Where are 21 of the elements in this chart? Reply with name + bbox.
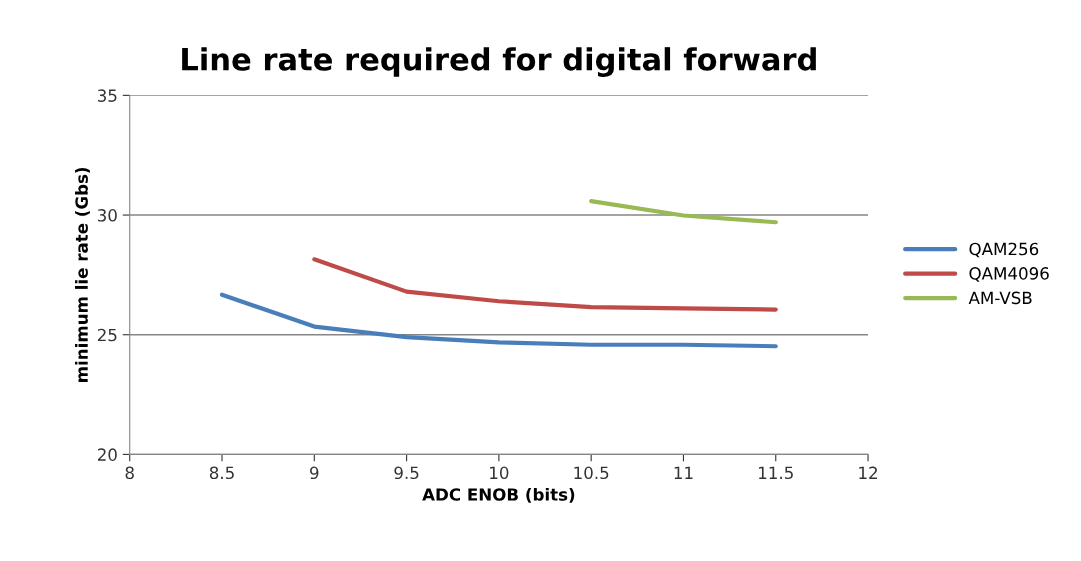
y-tick-label: 25 <box>97 328 117 342</box>
y-tick-label: 35 <box>97 89 117 102</box>
x-tick-label: 10 <box>490 466 509 480</box>
y-tick-label: 20 <box>97 448 117 461</box>
y-tick-label: 30 <box>97 209 117 222</box>
x-tick-label: 12 <box>859 466 877 479</box>
chart-title: Line rate required for digital forward <box>182 47 816 77</box>
x-tick-label: 8.5 <box>209 466 234 480</box>
y-axis-title: minimum lie rate (Gbs) <box>75 167 90 382</box>
x-tick-label: 10.5 <box>574 466 609 480</box>
legend-label: QAM256 <box>969 242 1039 258</box>
line-series <box>219 292 778 349</box>
x-tick-label: 9 <box>310 466 319 480</box>
legend-label: AM-VSB <box>968 291 1032 305</box>
line-series <box>312 257 778 312</box>
x-tick-label: 9.5 <box>394 466 419 480</box>
x-tick-label: 11.5 <box>759 466 793 480</box>
legend-label: QAM4096 <box>969 267 1049 282</box>
x-tick-label: 8 <box>125 466 134 480</box>
x-axis-title: ADC ENOB (bits) <box>422 487 575 503</box>
x-tick-label: 11 <box>674 466 693 479</box>
